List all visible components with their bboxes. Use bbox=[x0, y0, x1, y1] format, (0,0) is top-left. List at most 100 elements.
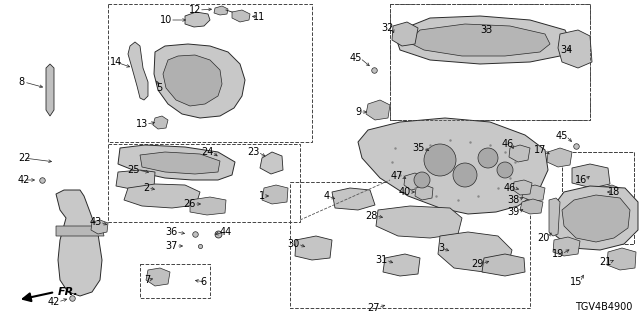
Text: 18: 18 bbox=[608, 187, 620, 197]
Text: 47: 47 bbox=[390, 171, 403, 181]
Polygon shape bbox=[260, 152, 283, 174]
Polygon shape bbox=[262, 185, 288, 204]
Circle shape bbox=[414, 172, 430, 188]
Text: 6: 6 bbox=[200, 277, 206, 287]
Polygon shape bbox=[408, 24, 550, 56]
Polygon shape bbox=[118, 145, 235, 180]
Text: 23: 23 bbox=[248, 147, 260, 157]
Polygon shape bbox=[376, 206, 462, 238]
Text: 14: 14 bbox=[110, 57, 122, 67]
Bar bbox=[390, 4, 590, 120]
Text: 5: 5 bbox=[156, 83, 162, 93]
Text: 39: 39 bbox=[508, 207, 520, 217]
Bar bbox=[108, 4, 312, 142]
Text: 32: 32 bbox=[381, 23, 394, 33]
Bar bbox=[108, 144, 300, 222]
Text: 10: 10 bbox=[160, 15, 172, 25]
Polygon shape bbox=[153, 116, 168, 129]
Polygon shape bbox=[358, 118, 548, 214]
Text: 24: 24 bbox=[202, 147, 214, 157]
Text: 37: 37 bbox=[166, 241, 178, 251]
Polygon shape bbox=[562, 195, 630, 242]
Polygon shape bbox=[128, 42, 148, 100]
Polygon shape bbox=[214, 6, 228, 15]
Polygon shape bbox=[404, 173, 423, 190]
Text: 28: 28 bbox=[365, 211, 378, 221]
Polygon shape bbox=[415, 185, 433, 200]
Polygon shape bbox=[46, 64, 54, 116]
Text: 34: 34 bbox=[560, 45, 572, 55]
Polygon shape bbox=[91, 220, 108, 234]
Text: 35: 35 bbox=[413, 143, 425, 153]
Polygon shape bbox=[607, 248, 636, 270]
Text: 12: 12 bbox=[189, 5, 201, 15]
Text: 45: 45 bbox=[556, 131, 568, 141]
Polygon shape bbox=[146, 268, 170, 286]
Text: 31: 31 bbox=[376, 255, 388, 265]
Text: 42: 42 bbox=[18, 175, 30, 185]
Text: 8: 8 bbox=[18, 77, 24, 87]
Polygon shape bbox=[438, 232, 512, 272]
Text: 40: 40 bbox=[399, 187, 411, 197]
Text: 42: 42 bbox=[47, 297, 60, 307]
Polygon shape bbox=[383, 254, 420, 276]
Text: 26: 26 bbox=[184, 199, 196, 209]
Polygon shape bbox=[547, 148, 572, 167]
Polygon shape bbox=[140, 152, 220, 174]
Text: 25: 25 bbox=[127, 165, 140, 175]
Text: 3: 3 bbox=[438, 243, 444, 253]
Text: 2: 2 bbox=[144, 183, 150, 193]
Polygon shape bbox=[482, 254, 525, 276]
Text: 19: 19 bbox=[552, 249, 564, 259]
Polygon shape bbox=[124, 184, 200, 208]
Polygon shape bbox=[295, 236, 332, 260]
Circle shape bbox=[424, 144, 456, 176]
Text: 33: 33 bbox=[480, 25, 492, 35]
Text: 29: 29 bbox=[472, 259, 484, 269]
Text: 13: 13 bbox=[136, 119, 148, 129]
Polygon shape bbox=[185, 12, 210, 27]
Text: 16: 16 bbox=[575, 175, 587, 185]
Polygon shape bbox=[599, 185, 622, 200]
Polygon shape bbox=[232, 10, 250, 22]
Bar bbox=[562, 152, 634, 244]
Polygon shape bbox=[332, 188, 375, 210]
Text: 7: 7 bbox=[144, 275, 150, 285]
Polygon shape bbox=[392, 22, 418, 46]
Bar bbox=[140, 264, 210, 298]
Text: FR.: FR. bbox=[58, 287, 79, 297]
Polygon shape bbox=[520, 199, 543, 214]
Text: TGV4B4900: TGV4B4900 bbox=[575, 302, 632, 312]
Text: 45: 45 bbox=[349, 53, 362, 63]
Polygon shape bbox=[513, 180, 532, 195]
Text: 27: 27 bbox=[367, 303, 380, 313]
Text: 43: 43 bbox=[90, 217, 102, 227]
Text: 46: 46 bbox=[502, 139, 514, 149]
Polygon shape bbox=[558, 30, 592, 68]
Text: 17: 17 bbox=[534, 145, 546, 155]
Polygon shape bbox=[522, 185, 545, 201]
Polygon shape bbox=[549, 198, 560, 236]
Polygon shape bbox=[163, 55, 222, 106]
Text: 30: 30 bbox=[288, 239, 300, 249]
Polygon shape bbox=[56, 226, 104, 236]
Polygon shape bbox=[154, 44, 245, 118]
Circle shape bbox=[497, 162, 513, 178]
Polygon shape bbox=[366, 100, 390, 120]
Bar bbox=[562, 152, 634, 244]
Text: 20: 20 bbox=[538, 233, 550, 243]
Text: 15: 15 bbox=[570, 277, 582, 287]
Text: 46: 46 bbox=[504, 183, 516, 193]
Text: 4: 4 bbox=[324, 191, 330, 201]
Bar bbox=[290, 182, 530, 308]
Circle shape bbox=[453, 163, 477, 187]
Polygon shape bbox=[553, 186, 638, 250]
Text: 9: 9 bbox=[356, 107, 362, 117]
Text: 44: 44 bbox=[220, 227, 232, 237]
Text: 11: 11 bbox=[253, 12, 265, 22]
Polygon shape bbox=[509, 145, 530, 162]
Polygon shape bbox=[56, 190, 102, 296]
Text: 38: 38 bbox=[508, 195, 520, 205]
Polygon shape bbox=[116, 170, 155, 190]
Polygon shape bbox=[396, 16, 572, 64]
